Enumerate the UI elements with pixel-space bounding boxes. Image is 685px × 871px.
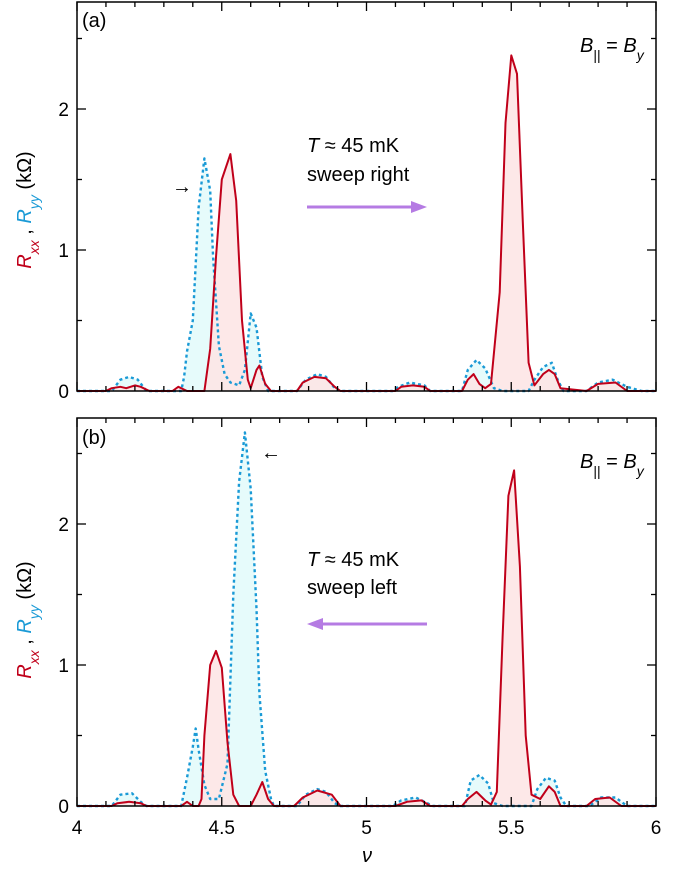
panel-a-ytick-label: 0 <box>58 382 69 403</box>
panel-a-ylabel: Rxx , Ryy (kΩ) <box>14 151 42 268</box>
panel-b-ylabel: Rxx , Ryy (kΩ) <box>14 561 42 678</box>
panel-b-ryy-marker: ← <box>261 442 281 464</box>
panel-a-ryy-marker: → <box>172 176 192 198</box>
panel-b-label: (b) <box>82 427 106 449</box>
panel-b-ryy-fill <box>77 432 656 806</box>
panel-b-ryy-line <box>77 431 656 808</box>
panel-a-frame <box>76 1 657 392</box>
panel-a-sweep-label: sweep right <box>307 164 410 186</box>
xtick-label: 4 <box>72 818 83 839</box>
panel-b-ytick-label: 0 <box>58 797 69 818</box>
panel-b-ytick-label: 1 <box>58 656 69 677</box>
panel-a-field-label: B|| = By <box>580 35 645 63</box>
panel-a-curves <box>77 54 656 393</box>
panel-a-ryy-line <box>77 157 656 393</box>
panel-a-temperature: T ≈ 45 mK <box>307 135 400 157</box>
panel-b-frame <box>76 417 657 807</box>
panel-a-ticks: 0 1 2 <box>58 2 657 403</box>
panel-b-rxx-line <box>77 469 656 807</box>
x-axis-label: ν <box>362 845 372 867</box>
panel-b-curves <box>77 431 656 808</box>
panel-b: 0 1 2 4 4.5 5 5.5 6 (b) B|| = By T ≈ 45 mK swee… <box>14 417 661 839</box>
panel-a-ytick-label: 1 <box>58 241 69 262</box>
xtick-label: 5.5 <box>498 818 524 839</box>
panel-a-axes-box <box>76 1 657 392</box>
panel-b-ticks: 0 1 2 4 4.5 5 5.5 6 <box>58 418 661 839</box>
panel-a-rxx-fill <box>77 55 656 392</box>
panel-a-rxx-line <box>77 54 656 392</box>
sweep-arrow-head <box>307 618 323 630</box>
panel-a: 0 1 2 (a) B|| = By T ≈ 45 mK sweep right →… <box>14 1 657 403</box>
xtick-label: 5 <box>361 818 372 839</box>
xtick-label: 6 <box>651 818 662 839</box>
panel-b-field-label: B|| = By <box>580 451 645 479</box>
panel-a-ryy-fill <box>77 158 656 391</box>
panel-a-label: (a) <box>82 10 106 32</box>
panel-b-rxx-fill <box>77 470 656 806</box>
panel-a-sweep-arrow <box>307 201 427 213</box>
sweep-arrow-head <box>411 201 427 213</box>
panel-b-ytick-label: 2 <box>58 515 69 536</box>
panel-a-ytick-label: 2 <box>58 100 69 121</box>
panel-b-axes-box <box>76 417 657 807</box>
panel-b-sweep-label: sweep left <box>307 577 397 599</box>
panel-b-temperature: T ≈ 45 mK <box>307 549 400 571</box>
panel-b-sweep-arrow <box>307 618 427 630</box>
xtick-label: 4.5 <box>209 818 235 839</box>
